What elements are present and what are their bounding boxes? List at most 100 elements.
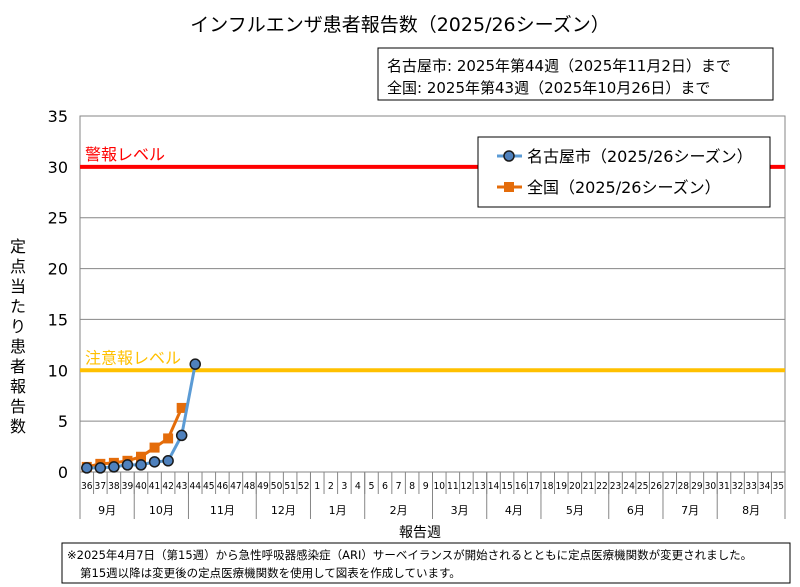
y-tick-label: 20	[48, 260, 68, 279]
x-tick-label: 37	[95, 481, 107, 492]
month-label: 11月	[210, 504, 235, 517]
x-tick-label: 34	[759, 481, 771, 492]
month-label: 4月	[505, 504, 523, 517]
x-tick-label: 17	[528, 481, 540, 492]
month-label: 10月	[149, 504, 174, 517]
info-box	[377, 47, 774, 101]
y-tick-label: 10	[48, 361, 68, 380]
x-tick-label: 28	[678, 481, 690, 492]
x-tick-label: 21	[583, 481, 595, 492]
data-point-circle	[108, 461, 120, 473]
y-tick-label: 5	[58, 412, 68, 431]
data-point-circle	[121, 459, 134, 471]
month-label: 9月	[98, 504, 116, 517]
data-point-circle	[81, 462, 93, 474]
data-point-square	[176, 402, 187, 413]
x-tick-label: 45	[203, 481, 215, 492]
x-tick-label: 5	[368, 481, 374, 492]
x-tick-label: 3	[341, 481, 347, 492]
x-tick-label: 20	[569, 481, 581, 492]
threshold-label: 警報レベル	[85, 145, 165, 164]
x-tick-label: 12	[461, 481, 473, 492]
month-label: 2月	[390, 504, 408, 517]
x-tick-label: 52	[298, 481, 310, 492]
x-tick-label: 40	[135, 481, 147, 492]
x-tick-label: 11	[447, 481, 459, 492]
x-tick-label: 29	[691, 481, 703, 492]
data-point-circle	[148, 456, 161, 468]
x-tick-label: 1	[314, 481, 320, 492]
x-tick-label: 23	[610, 481, 622, 492]
y-tick-label: 0	[58, 463, 68, 482]
threshold-label: 注意報レベル	[85, 348, 181, 367]
x-tick-label: 32	[732, 481, 744, 492]
data-point-circle	[189, 358, 201, 370]
x-tick-label: 9	[423, 481, 429, 492]
month-label: 5月	[566, 504, 584, 517]
y-axis-label-char: 当	[10, 277, 26, 296]
x-tick-label: 36	[81, 481, 93, 492]
x-tick-label: 39	[122, 481, 134, 492]
legend-label: 名古屋市（2025/26シーズン）	[527, 147, 753, 166]
x-tick-label: 33	[745, 481, 757, 492]
month-label: 6月	[627, 504, 645, 517]
x-axis-label: 報告週	[399, 525, 441, 541]
y-axis-label-char: 告	[10, 397, 26, 416]
x-tick-label: 46	[217, 481, 229, 492]
x-tick-label: 47	[230, 481, 242, 492]
data-point-square	[149, 442, 160, 453]
x-tick-label: 18	[542, 481, 554, 492]
x-tick-label: 49	[257, 481, 269, 492]
footnote-box	[61, 542, 791, 584]
x-tick-label: 31	[718, 481, 730, 492]
data-point-circle	[175, 429, 188, 442]
y-axis-label-char: 者	[10, 357, 26, 376]
info-line-national: 全国: 2025年第43週（2025年10月26日）まで	[387, 79, 710, 97]
data-point-circle	[135, 459, 147, 471]
x-tick-label: 22	[596, 481, 608, 492]
y-tick-label: 35	[48, 107, 68, 126]
footnote-line-1: ※2025年4月7日（第15週）から急性呼吸器感染症（ARI）サーベイランスが開…	[67, 548, 752, 562]
x-tick-label: 7	[396, 481, 402, 492]
x-tick-label: 10	[434, 481, 446, 492]
x-tick-label: 51	[284, 481, 296, 492]
x-tick-label: 25	[637, 481, 649, 492]
y-axis-label-char: 点	[10, 257, 26, 276]
x-tick-label: 38	[108, 481, 120, 492]
chart-title: インフルエンザ患者報告数（2025/26シーズン）	[190, 14, 609, 36]
info-line-nagoya: 名古屋市: 2025年第44週（2025年11月2日）まで	[387, 57, 731, 75]
data-point-circle	[94, 462, 107, 474]
x-tick-label: 13	[474, 481, 486, 492]
x-tick-label: 24	[623, 481, 635, 492]
month-label: 8月	[742, 504, 760, 517]
legend-label: 全国（2025/26シーズン）	[527, 178, 721, 197]
x-tick-label: 16	[515, 481, 527, 492]
y-axis-label-char: 患	[10, 337, 26, 356]
x-tick-label: 6	[382, 481, 388, 492]
month-label: 12月	[271, 504, 296, 517]
x-tick-label: 15	[501, 481, 513, 492]
x-tick-label: 4	[355, 481, 361, 492]
x-tick-label: 14	[488, 481, 500, 492]
x-tick-label: 44	[189, 481, 201, 492]
month-label: 3月	[451, 504, 469, 517]
month-label: 7月	[681, 504, 699, 517]
y-axis-label-char: り	[10, 317, 26, 336]
data-point-square	[136, 451, 147, 462]
legend-box	[477, 136, 771, 208]
footnote-line-2: 第15週以降は変更後の定点医療機関数を使用して図表を作成しています。	[80, 566, 461, 580]
y-axis-label-char: 報	[10, 377, 26, 396]
y-axis-label-char: 数	[10, 417, 26, 436]
data-point-circle	[503, 150, 515, 162]
x-tick-label: 43	[176, 481, 188, 492]
data-point-circle	[162, 455, 174, 467]
y-tick-label: 30	[48, 158, 68, 177]
month-label: 1月	[329, 504, 347, 517]
x-tick-label: 27	[664, 481, 676, 492]
y-tick-label: 25	[48, 209, 68, 228]
data-point-square	[163, 433, 174, 444]
x-tick-label: 41	[149, 481, 161, 492]
x-tick-label: 35	[772, 481, 784, 492]
x-tick-label: 50	[271, 481, 283, 492]
